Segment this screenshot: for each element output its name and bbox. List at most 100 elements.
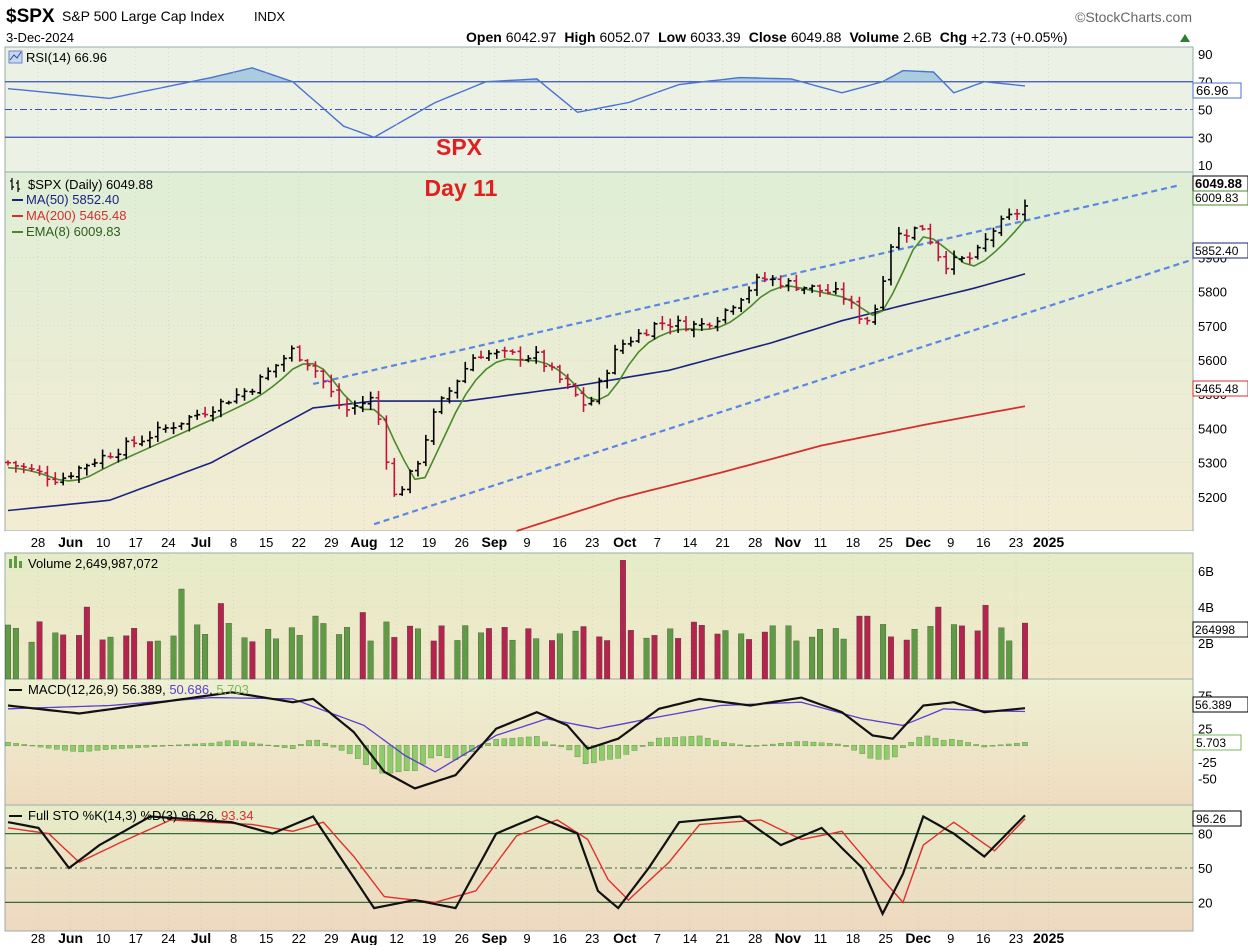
macd-hist-bar bbox=[346, 745, 353, 754]
ohlc-bar bbox=[753, 273, 760, 296]
ohlc-bar bbox=[12, 460, 19, 473]
ohlc-bar bbox=[154, 421, 161, 442]
macd-hist-bar bbox=[835, 743, 841, 747]
macd-hist-bar bbox=[493, 739, 499, 747]
volume-bar bbox=[76, 635, 82, 680]
ma200-legend: MA(200) 5465.48 bbox=[26, 208, 126, 223]
x-tick-label: 28 bbox=[31, 535, 45, 550]
macd-hist-bar bbox=[233, 740, 239, 747]
x-tick-label: Aug bbox=[350, 930, 377, 945]
x-tick-label: 26 bbox=[455, 931, 469, 945]
ohlc-bar bbox=[990, 227, 997, 248]
volume-bar bbox=[809, 636, 816, 680]
volume-bar bbox=[415, 628, 421, 680]
high-label: High bbox=[564, 29, 595, 45]
volume-bar bbox=[438, 625, 445, 680]
x-tick-label: 10 bbox=[96, 535, 110, 550]
ohlc-bar bbox=[107, 452, 114, 459]
macd-legend-signal: 50.686 bbox=[169, 682, 209, 697]
ohlc-bar bbox=[793, 274, 800, 292]
annotation-day: Day 11 bbox=[425, 175, 498, 201]
macd-hist-bar bbox=[883, 745, 890, 760]
ohlc-bar bbox=[856, 296, 863, 325]
ohlc-bar bbox=[903, 229, 910, 243]
x-tick-label: 25 bbox=[878, 931, 892, 945]
x-tick-label: Dec bbox=[905, 534, 931, 550]
ohlc-bar bbox=[399, 486, 406, 496]
volume-bar bbox=[690, 621, 697, 680]
macd-hist-bar bbox=[615, 745, 621, 759]
macd-hist-bar bbox=[444, 745, 451, 758]
macd-hist-bar bbox=[13, 743, 19, 747]
ohlc-bar bbox=[761, 272, 768, 283]
price-legend: $SPX (Daily) 6049.88 MA(50) 5852.40 MA(2… bbox=[10, 177, 153, 239]
high-value: 6052.07 bbox=[600, 29, 651, 45]
ohlc-bar bbox=[36, 465, 43, 476]
price-y-tick: 5300 bbox=[1198, 456, 1227, 471]
volume-bar bbox=[407, 625, 414, 680]
macd-hist-bar bbox=[387, 745, 394, 774]
sto-tag-label: 96.26 bbox=[1196, 812, 1226, 826]
x-tick-label: 2025 bbox=[1033, 534, 1064, 550]
x-tick-label: 16 bbox=[976, 535, 990, 550]
x-tick-label: Aug bbox=[350, 534, 377, 550]
ohlc-bar bbox=[533, 346, 540, 364]
x-tick-label: Nov bbox=[775, 534, 802, 550]
trendline-upper bbox=[312, 184, 1178, 386]
x-tick-label: 9 bbox=[523, 931, 530, 945]
macd-tag-label: 56.389 bbox=[1195, 698, 1232, 712]
rsi-overbought-fill bbox=[8, 67, 1025, 82]
macd-tag: 56.389 bbox=[1192, 696, 1248, 713]
x-tick-label: 18 bbox=[846, 535, 860, 550]
ohlc-bar bbox=[927, 223, 934, 245]
ma200-tag: 5465.48 bbox=[1192, 380, 1248, 397]
quote-line: Open 6042.97 High 6052.07 Low 6033.39 Close 604… bbox=[466, 29, 1190, 45]
macd-hist-bar bbox=[981, 745, 988, 748]
ohlc-bar bbox=[619, 339, 626, 354]
ohlc-bar bbox=[974, 244, 981, 260]
ohlc-bar bbox=[635, 329, 642, 343]
low-label: Low bbox=[658, 29, 686, 45]
macd-hist-bar bbox=[534, 736, 540, 747]
macd-hist-bar bbox=[485, 743, 491, 747]
volume-bar bbox=[951, 624, 957, 680]
sto-y-tick: 80 bbox=[1198, 827, 1212, 842]
macd-hist-bar bbox=[86, 745, 93, 752]
macd-hist-bar bbox=[948, 738, 955, 747]
macd-hist-bar bbox=[273, 745, 280, 747]
ohlc-bar bbox=[982, 233, 989, 252]
macd-hist-bar bbox=[355, 745, 361, 759]
macd-legend-value: 56.389 bbox=[122, 682, 162, 697]
volume-bar bbox=[793, 640, 800, 680]
ohlc-bar bbox=[115, 448, 122, 463]
rsi-icon bbox=[8, 50, 23, 64]
macd-hist-bar bbox=[29, 745, 36, 747]
volume-bar bbox=[556, 633, 563, 680]
price-panel bbox=[4, 171, 1194, 532]
sto-tag: 96.26 bbox=[1192, 810, 1242, 827]
volume-bar bbox=[225, 623, 232, 680]
ohlc-bar bbox=[651, 321, 658, 340]
ohlc-bar bbox=[202, 406, 209, 418]
volume-bar bbox=[241, 637, 248, 680]
macd-hist-bar bbox=[78, 745, 85, 753]
rsi-last-tag: 66.96 bbox=[1192, 82, 1242, 99]
ohlc-bar bbox=[785, 278, 792, 292]
macd-hist-bar bbox=[281, 745, 288, 748]
volume-bar bbox=[288, 627, 295, 680]
ohlc-bar bbox=[462, 361, 469, 384]
volume-bar bbox=[107, 636, 114, 680]
ohlc-bar bbox=[485, 350, 492, 361]
macd-hist-bar bbox=[208, 742, 215, 747]
macd-panel bbox=[4, 678, 1194, 806]
volume-bar bbox=[12, 628, 19, 680]
volume-bar bbox=[296, 635, 303, 680]
volume-bar bbox=[478, 632, 484, 680]
price-y-tick: 5600 bbox=[1198, 353, 1227, 368]
hist-tag: 5.703 bbox=[1192, 734, 1242, 751]
macd-hist-bar bbox=[176, 744, 182, 747]
source: ©StockCharts.com bbox=[1075, 9, 1192, 25]
ohlc-bar bbox=[864, 316, 871, 325]
volume-bar bbox=[580, 626, 587, 680]
